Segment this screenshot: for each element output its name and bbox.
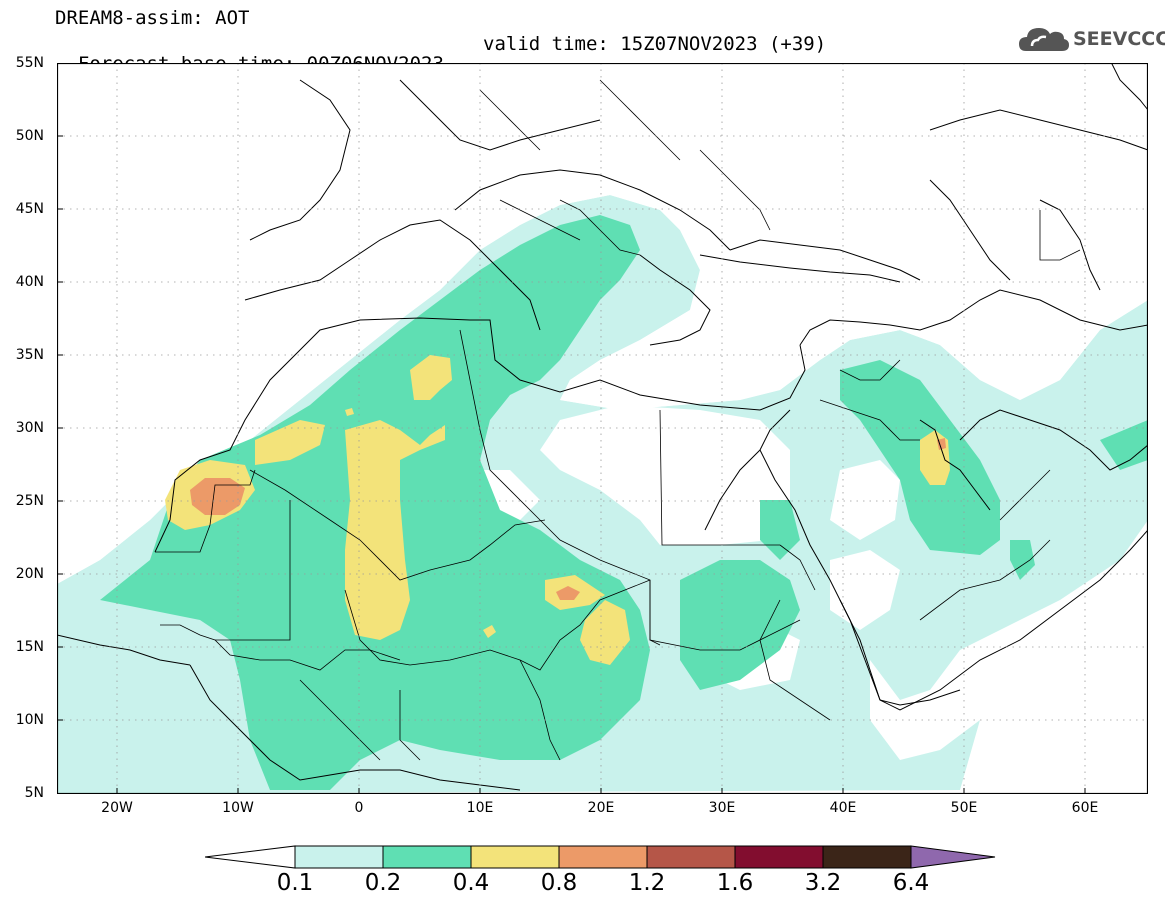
coastlines [57, 63, 1148, 791]
aot-band-0.4 [165, 355, 950, 665]
lat-label: 50N [15, 128, 44, 144]
lat-label: 10N [15, 712, 44, 728]
lat-label: 35N [15, 347, 44, 363]
color-legend [205, 845, 996, 869]
country-borders [155, 79, 1081, 761]
lon-label: 10E [466, 800, 494, 816]
lon-label: 20E [587, 800, 615, 816]
legend-swatch [382, 845, 472, 869]
legend-label: 1.2 [628, 870, 666, 896]
aot-map [57, 63, 1148, 794]
legend-label: 6.4 [892, 870, 930, 896]
lat-label: 20N [15, 566, 44, 582]
legend-label: 0.1 [276, 870, 314, 896]
legend-above-arrow [910, 845, 996, 869]
legend-swatch [558, 845, 648, 869]
axis-ticks [57, 135, 1086, 794]
legend-swatch [646, 845, 736, 869]
lon-label: 20W [101, 800, 133, 816]
legend-swatch [470, 845, 560, 869]
logo-text: SEEVCCC [1073, 28, 1165, 50]
lon-label: 30E [708, 800, 736, 816]
legend-label: 0.4 [452, 870, 490, 896]
valid-time: valid time: 15Z07NOV2023 (+39) [483, 33, 827, 55]
lat-label: 45N [15, 201, 44, 217]
title-model-line: DREAM8-assim: AOT [55, 7, 250, 29]
lat-label: 55N [15, 55, 44, 71]
legend-swatch [294, 845, 384, 869]
graticule [57, 63, 1148, 794]
legend-swatch [822, 845, 912, 869]
lon-label: 10W [222, 800, 254, 816]
lon-label: 0 [354, 800, 364, 816]
lon-label: 40E [829, 800, 857, 816]
lat-label: 5N [24, 785, 44, 801]
lat-label: 40N [15, 274, 44, 290]
legend-label: 0.2 [364, 870, 402, 896]
cloud-icon [1019, 28, 1069, 51]
lat-label: 15N [15, 639, 44, 655]
lat-label: 30N [15, 420, 44, 436]
aot-band-0.8 [190, 438, 946, 600]
legend-label: 1.6 [716, 870, 754, 896]
legend-swatch [734, 845, 824, 869]
legend-label: 0.8 [540, 870, 578, 896]
seevccc-logo: SEEVCCC [1018, 24, 1165, 54]
legend-label: 3.2 [804, 870, 842, 896]
lat-label: 25N [15, 493, 44, 509]
lon-label: 60E [1071, 800, 1099, 816]
legend-below-arrow [205, 845, 296, 869]
lon-label: 50E [950, 800, 978, 816]
